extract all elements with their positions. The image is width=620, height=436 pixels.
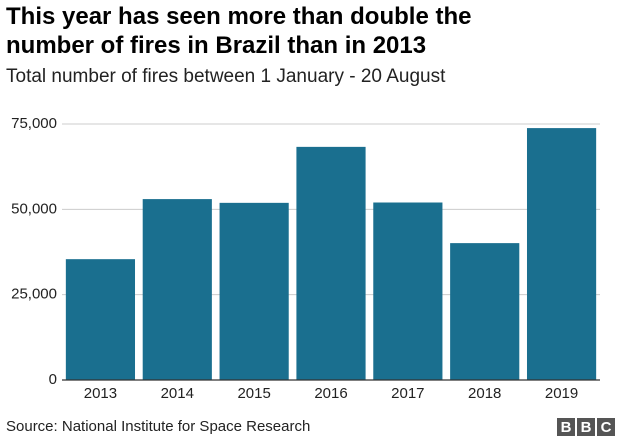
y-tick-label: 50,000 <box>11 200 57 217</box>
x-tick-label: 2019 <box>545 385 578 402</box>
bar <box>526 128 597 380</box>
x-tick-label: 2016 <box>314 385 347 402</box>
bar <box>450 243 520 380</box>
bar <box>65 259 136 380</box>
logo-letter: B <box>581 419 592 436</box>
logo-letter: C <box>601 419 612 436</box>
logo-box <box>577 418 595 436</box>
x-tick-label: 2014 <box>161 385 194 402</box>
x-tick-label: 2015 <box>237 385 270 402</box>
source: Source: National Institute for Space Res… <box>6 418 310 435</box>
x-tick-label: 2017 <box>391 385 424 402</box>
bar <box>142 199 212 380</box>
logo-box <box>597 418 615 436</box>
bar <box>219 202 289 380</box>
bar <box>296 146 366 380</box>
y-tick-label: 25,000 <box>11 286 57 303</box>
chart-title: This year has seen more than double the … <box>6 3 472 59</box>
logo-box <box>557 418 575 436</box>
y-tick-label: 0 <box>49 371 57 388</box>
y-tick-label: 75,000 <box>11 115 57 132</box>
chart-subtitle: Total number of fires between 1 January … <box>6 66 446 87</box>
x-tick-label: 2018 <box>468 385 501 402</box>
bar <box>373 202 443 380</box>
logo-letter: B <box>561 419 572 436</box>
x-tick-label: 2013 <box>84 385 117 402</box>
